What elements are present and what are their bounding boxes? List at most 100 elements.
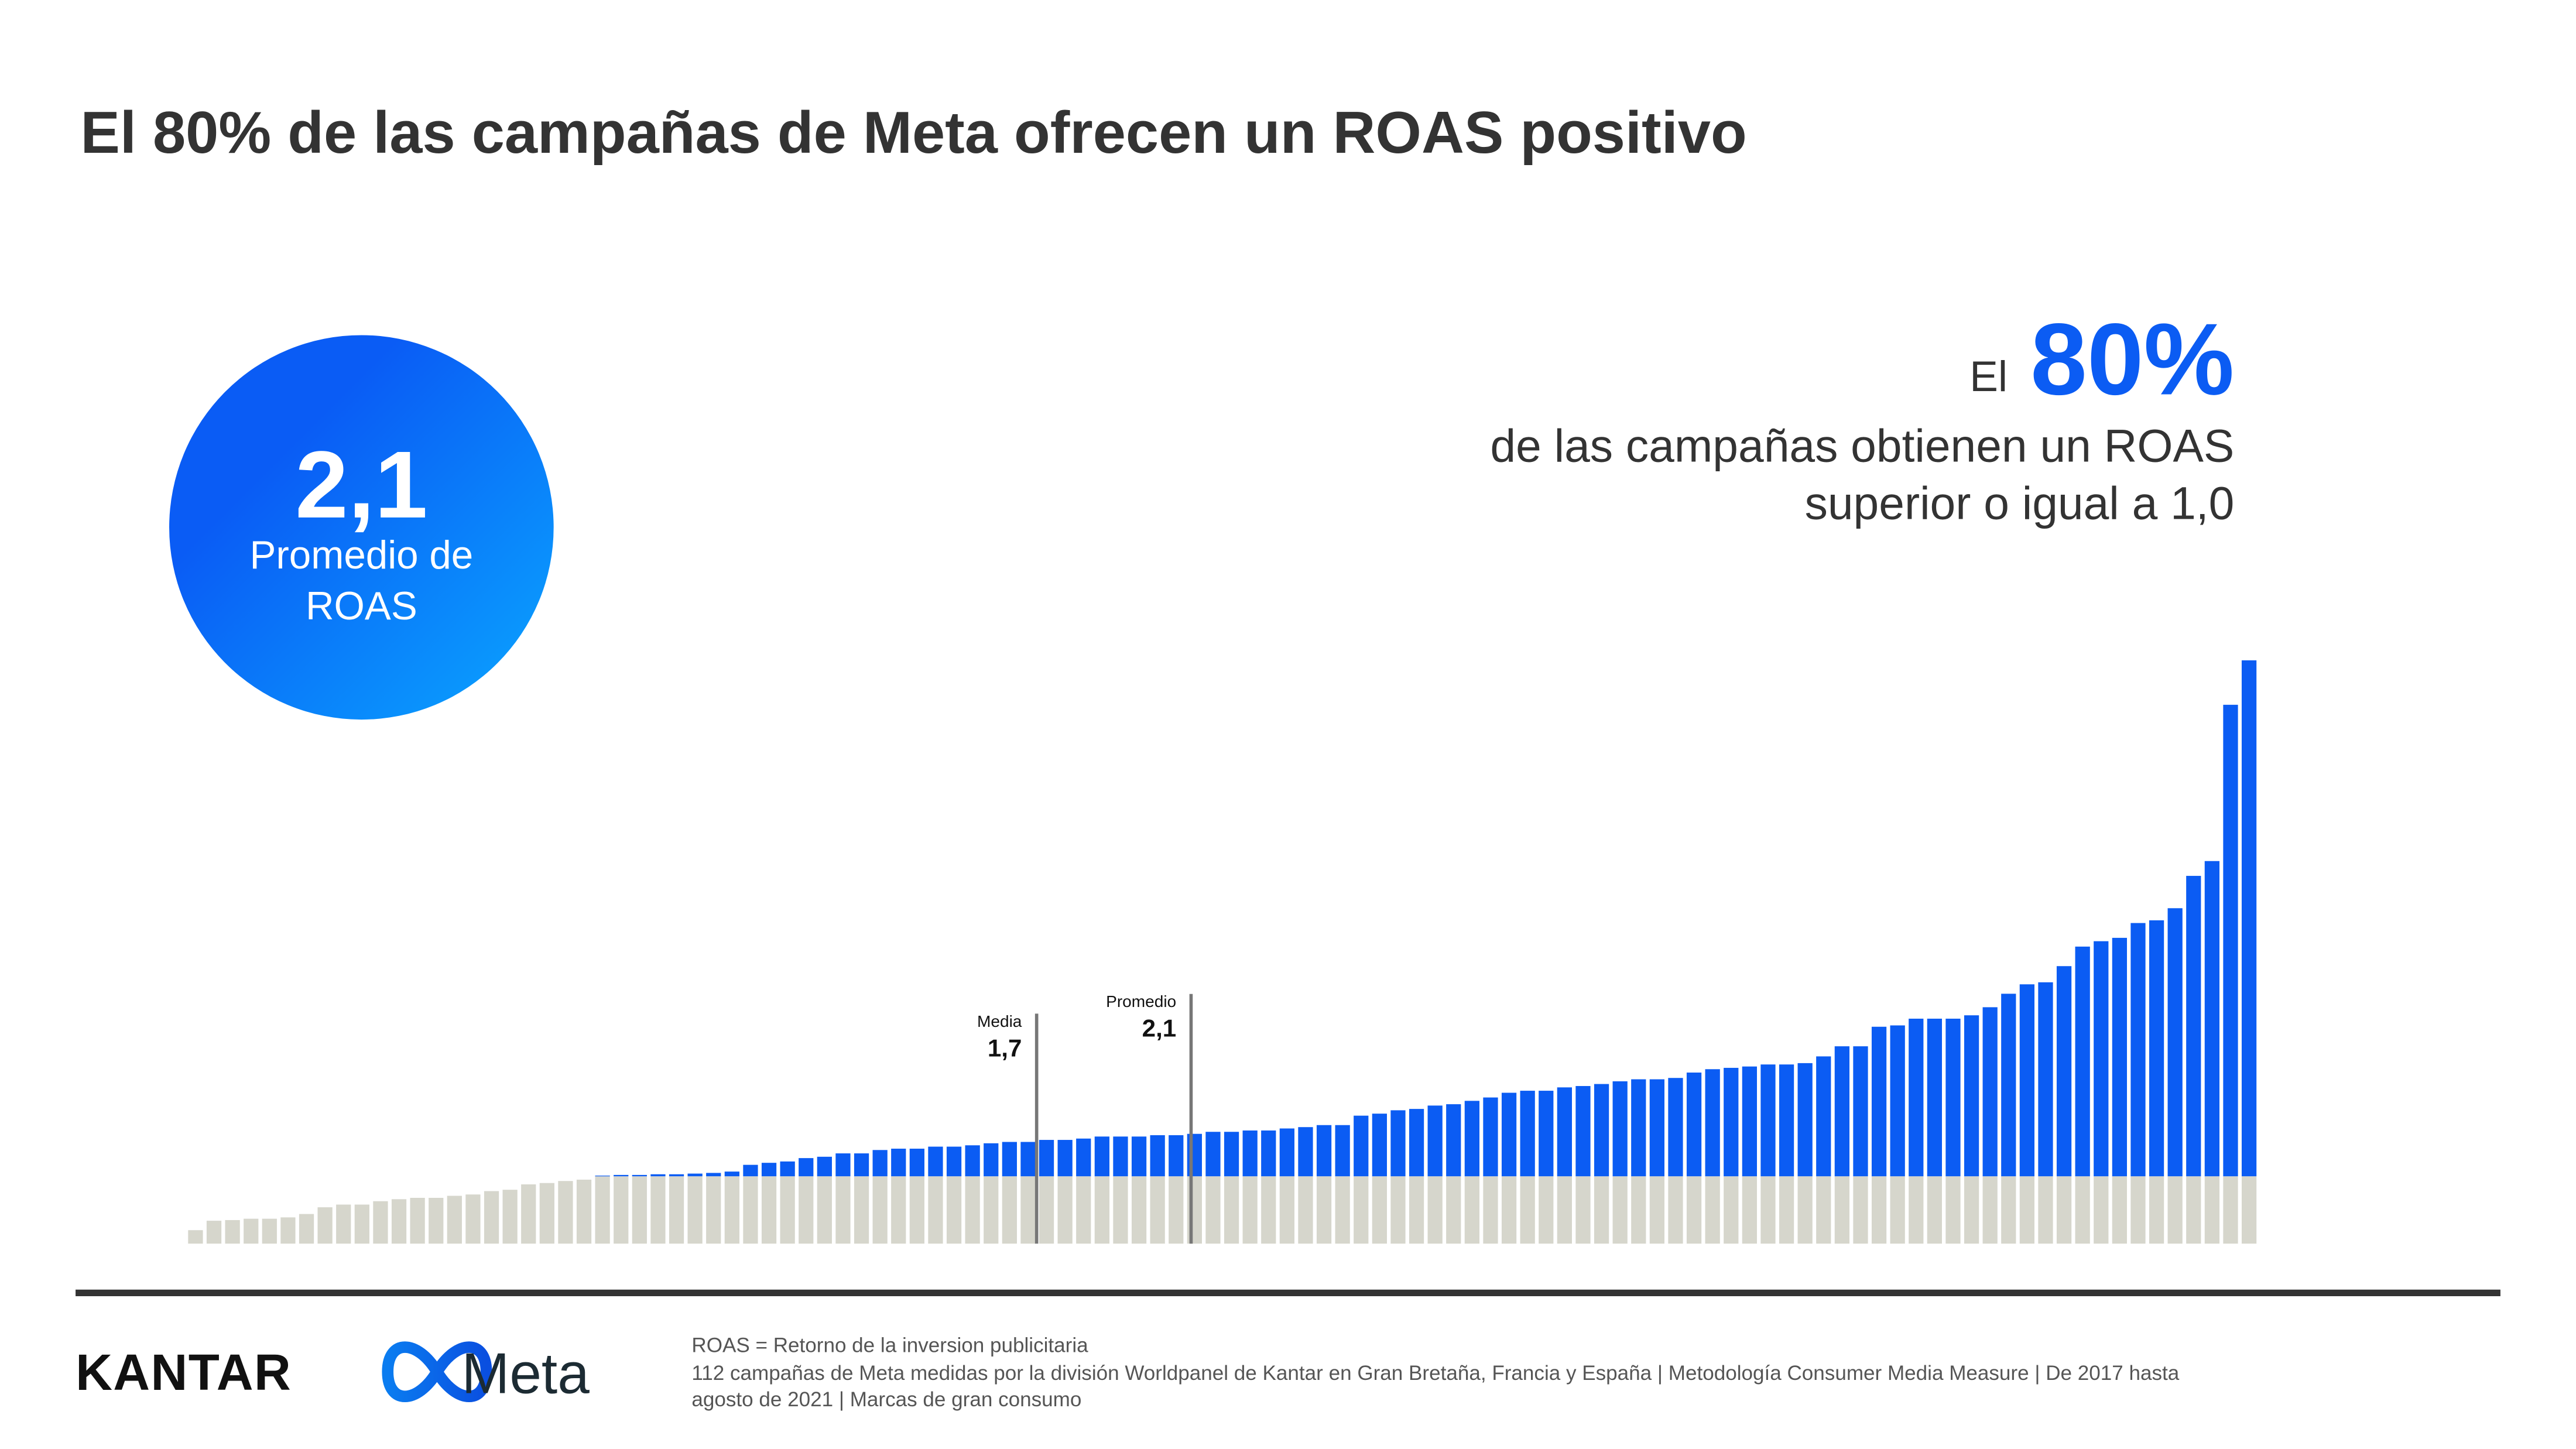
bar	[946, 1146, 962, 1177]
bar-base	[539, 1183, 554, 1244]
bar-base	[1871, 1176, 1887, 1244]
bar-base	[854, 1176, 869, 1244]
bar-base	[1372, 1176, 1387, 1244]
bar	[1020, 1142, 1036, 1177]
bar-base	[965, 1176, 980, 1244]
callout-value: 80%	[2030, 302, 2234, 416]
bar	[1779, 1064, 1794, 1177]
bar-base	[1169, 1176, 1184, 1244]
bar-base	[447, 1195, 462, 1244]
bar	[1390, 1110, 1406, 1177]
bar-base	[1427, 1176, 1443, 1244]
bar-base	[206, 1221, 222, 1244]
bar	[1853, 1046, 1868, 1177]
bar	[1927, 1018, 1943, 1177]
bar-base	[317, 1207, 333, 1244]
bar	[614, 1174, 629, 1177]
bar	[1520, 1091, 1535, 1177]
bar	[1094, 1136, 1109, 1177]
bar-base	[2130, 1176, 2146, 1244]
bar-base	[687, 1176, 703, 1244]
bar	[1261, 1130, 1276, 1177]
bar-base	[1483, 1176, 1498, 1244]
bar-base	[1909, 1176, 1924, 1244]
bar-base	[835, 1176, 851, 1244]
bar-base	[1464, 1176, 1479, 1244]
bar-base	[244, 1218, 259, 1244]
bar-base	[262, 1218, 277, 1244]
bar-base	[188, 1230, 203, 1244]
bar-base	[558, 1181, 573, 1244]
bar	[1834, 1046, 1849, 1177]
bar	[2130, 923, 2146, 1177]
bar-base	[373, 1201, 388, 1244]
bar-base	[1594, 1176, 1609, 1244]
bar	[2167, 908, 2183, 1177]
bar-base	[484, 1191, 499, 1244]
bar	[1187, 1133, 1202, 1177]
bar-base	[429, 1198, 444, 1244]
bar-base	[817, 1176, 832, 1244]
bar	[1557, 1087, 1572, 1177]
bar-base	[1020, 1176, 1036, 1244]
bar	[1224, 1132, 1239, 1177]
bar-base	[2204, 1176, 2220, 1244]
bar	[1057, 1140, 1073, 1177]
bar-base	[743, 1176, 758, 1244]
bar-base	[280, 1217, 296, 1244]
bar	[2019, 984, 2035, 1177]
bar-base	[2149, 1176, 2164, 1244]
bar-base	[632, 1176, 647, 1244]
bar	[1945, 1018, 1961, 1177]
bar-base	[1945, 1176, 1961, 1244]
bar-base	[354, 1204, 369, 1244]
bar-base	[724, 1176, 739, 1244]
reference-name: Media	[977, 1012, 1022, 1030]
bar-base	[2167, 1176, 2183, 1244]
bar-base	[1631, 1176, 1646, 1244]
bar-base	[2019, 1176, 2035, 1244]
bar	[706, 1173, 721, 1177]
bar-base	[909, 1176, 924, 1244]
bar-base	[1094, 1176, 1109, 1244]
bar-base	[1982, 1176, 1998, 1244]
bar-base	[1724, 1176, 1739, 1244]
bar	[1631, 1079, 1646, 1177]
bar-base	[2241, 1176, 2257, 1244]
bar	[632, 1174, 647, 1177]
bar-base	[1760, 1176, 1776, 1244]
bar	[2186, 876, 2201, 1177]
bar	[1649, 1079, 1664, 1177]
bar	[2112, 937, 2128, 1177]
bar	[743, 1164, 758, 1177]
bar-base	[595, 1176, 610, 1244]
bar-base	[465, 1194, 481, 1244]
reference-name: Promedio	[1106, 992, 1176, 1010]
kpi-label: ROAS	[306, 584, 417, 628]
footnote: ROAS = Retorno de la inversion publicita…	[691, 1334, 1088, 1356]
bar	[1169, 1135, 1184, 1177]
bar-base	[1742, 1176, 1757, 1244]
bar-base	[1797, 1176, 1813, 1244]
bar-base	[2112, 1176, 2128, 1244]
bar-base	[1076, 1176, 1091, 1244]
bar-base	[1927, 1176, 1943, 1244]
bar-base	[1113, 1176, 1128, 1244]
bar	[669, 1174, 684, 1177]
bar	[1409, 1109, 1424, 1177]
bar	[1760, 1064, 1776, 1177]
bar	[1668, 1078, 1683, 1177]
bar-base	[1279, 1176, 1294, 1244]
bar-base	[1057, 1176, 1073, 1244]
bar	[1539, 1091, 1554, 1177]
callout-text: superior o igual a 1,0	[1805, 478, 2235, 529]
bar	[1501, 1092, 1517, 1177]
bar-base	[1150, 1176, 1165, 1244]
bar-base	[650, 1176, 666, 1244]
bar	[854, 1153, 869, 1177]
bar-base	[1779, 1176, 1794, 1244]
bar	[1890, 1025, 1905, 1177]
bar-base	[1390, 1176, 1406, 1244]
bar	[2223, 704, 2238, 1177]
